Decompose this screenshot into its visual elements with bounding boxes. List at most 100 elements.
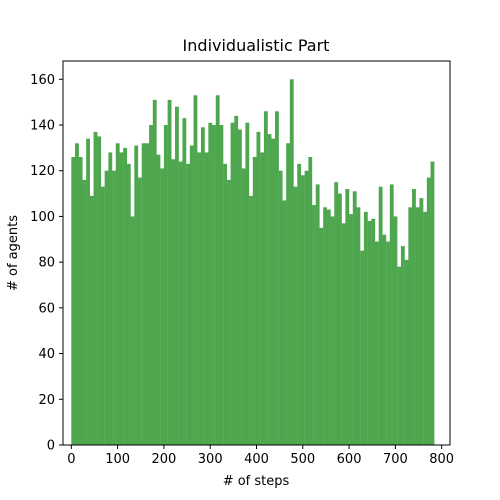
histogram-bar — [215, 95, 220, 445]
x-tick-label: 500 — [290, 452, 315, 467]
histogram-bar — [82, 179, 87, 446]
histogram-bar — [356, 207, 361, 445]
histogram-bar — [171, 159, 176, 446]
histogram-bar — [423, 211, 427, 445]
histogram-bar — [208, 122, 213, 446]
x-tick-label: 600 — [337, 452, 362, 467]
histogram-bar — [245, 122, 250, 446]
histogram-bar — [315, 184, 320, 445]
histogram-bar — [189, 145, 194, 445]
histogram-bar — [241, 168, 246, 445]
histogram-bar — [282, 200, 287, 445]
histogram-bar — [204, 152, 209, 445]
histogram-bar — [426, 177, 431, 445]
histogram-bar — [408, 207, 413, 445]
x-axis: 0 100 200 300 400 500 600 700 800 — [67, 445, 454, 467]
histogram-bar — [212, 125, 216, 445]
histogram-bar — [308, 157, 313, 445]
histogram-bar — [375, 241, 379, 445]
histogram-bar — [393, 216, 398, 445]
histogram-bar — [363, 211, 368, 445]
histogram-bar — [400, 246, 405, 445]
histogram-bar — [415, 207, 420, 445]
histogram-bar — [186, 163, 190, 446]
histogram-bar — [104, 170, 109, 445]
histogram-bar — [134, 145, 139, 445]
chart-title: Individualistic Part — [183, 36, 330, 55]
histogram-bar — [149, 125, 153, 445]
histogram-bar — [178, 161, 183, 445]
histogram-bar — [237, 129, 242, 445]
x-tick-label: 100 — [105, 452, 130, 467]
histogram-bar — [275, 111, 279, 445]
histogram-bar — [100, 186, 105, 445]
histogram-bar — [156, 154, 161, 445]
histogram-bar — [289, 79, 294, 445]
histogram-bar — [412, 189, 416, 445]
y-tick-label: 100 — [30, 210, 55, 225]
histogram-bar — [86, 138, 90, 445]
histogram-bar — [137, 177, 142, 445]
histogram-bar — [300, 175, 305, 446]
histogram-bar — [397, 266, 402, 445]
histogram-bar — [312, 205, 316, 445]
x-tick-label: 300 — [198, 452, 223, 467]
histogram-bar — [352, 191, 357, 445]
histogram-bar — [256, 131, 261, 446]
y-tick-label: 40 — [38, 347, 55, 362]
histogram-bar — [97, 136, 102, 445]
histogram-bar — [360, 250, 365, 445]
histogram-bar — [75, 143, 79, 446]
x-tick-label: 200 — [152, 452, 177, 467]
histogram-bar — [223, 163, 228, 446]
y-tick-label: 120 — [30, 164, 55, 179]
histogram-bar — [197, 152, 202, 445]
histogram-bar — [219, 125, 224, 445]
histogram-bar — [319, 227, 324, 445]
histogram-bar — [386, 241, 390, 445]
histogram-bar — [252, 157, 257, 445]
histogram-bar — [163, 125, 168, 445]
histogram-bar — [175, 106, 179, 446]
histogram-bar — [326, 209, 331, 445]
bars-group — [71, 79, 435, 446]
histogram-bar — [367, 221, 372, 445]
histogram-bar — [182, 118, 187, 445]
histogram-bar — [267, 134, 272, 445]
histogram-bar — [145, 143, 150, 446]
histogram-bar — [389, 184, 394, 445]
histogram-bar — [123, 147, 128, 446]
histogram-bar — [193, 95, 198, 445]
histogram-bar — [293, 186, 298, 445]
histogram-bar — [341, 223, 346, 445]
histogram-bar — [345, 189, 350, 445]
histogram-bar — [93, 131, 98, 446]
histogram-bar — [323, 207, 328, 445]
histogram-bar — [304, 170, 309, 445]
histogram-bar — [160, 168, 165, 445]
histogram-bar — [78, 157, 83, 445]
histogram-bar — [108, 152, 113, 445]
y-tick-label: 0 — [47, 439, 55, 454]
histogram-bar — [263, 111, 268, 445]
x-tick-label: 0 — [67, 452, 75, 467]
histogram-bar — [152, 99, 157, 446]
y-axis-label: # of agents — [6, 215, 21, 291]
histogram-bar — [167, 99, 172, 446]
histogram-bar — [200, 127, 205, 445]
histogram-bar — [349, 214, 353, 445]
histogram-bar — [119, 152, 124, 445]
histogram-bar — [230, 122, 235, 446]
y-tick-label: 80 — [38, 256, 55, 271]
histogram-bar — [130, 216, 135, 445]
histogram-bar — [430, 161, 435, 445]
histogram-bar — [260, 152, 265, 445]
y-axis: 0 20 40 60 80 100 120 140 160 — [30, 73, 63, 454]
histogram-bar — [141, 143, 146, 446]
histogram-bar — [89, 195, 94, 445]
histogram-bar — [112, 170, 116, 445]
histogram-bar — [278, 170, 283, 445]
histogram-bar — [334, 182, 339, 445]
x-tick-label: 800 — [429, 452, 454, 467]
